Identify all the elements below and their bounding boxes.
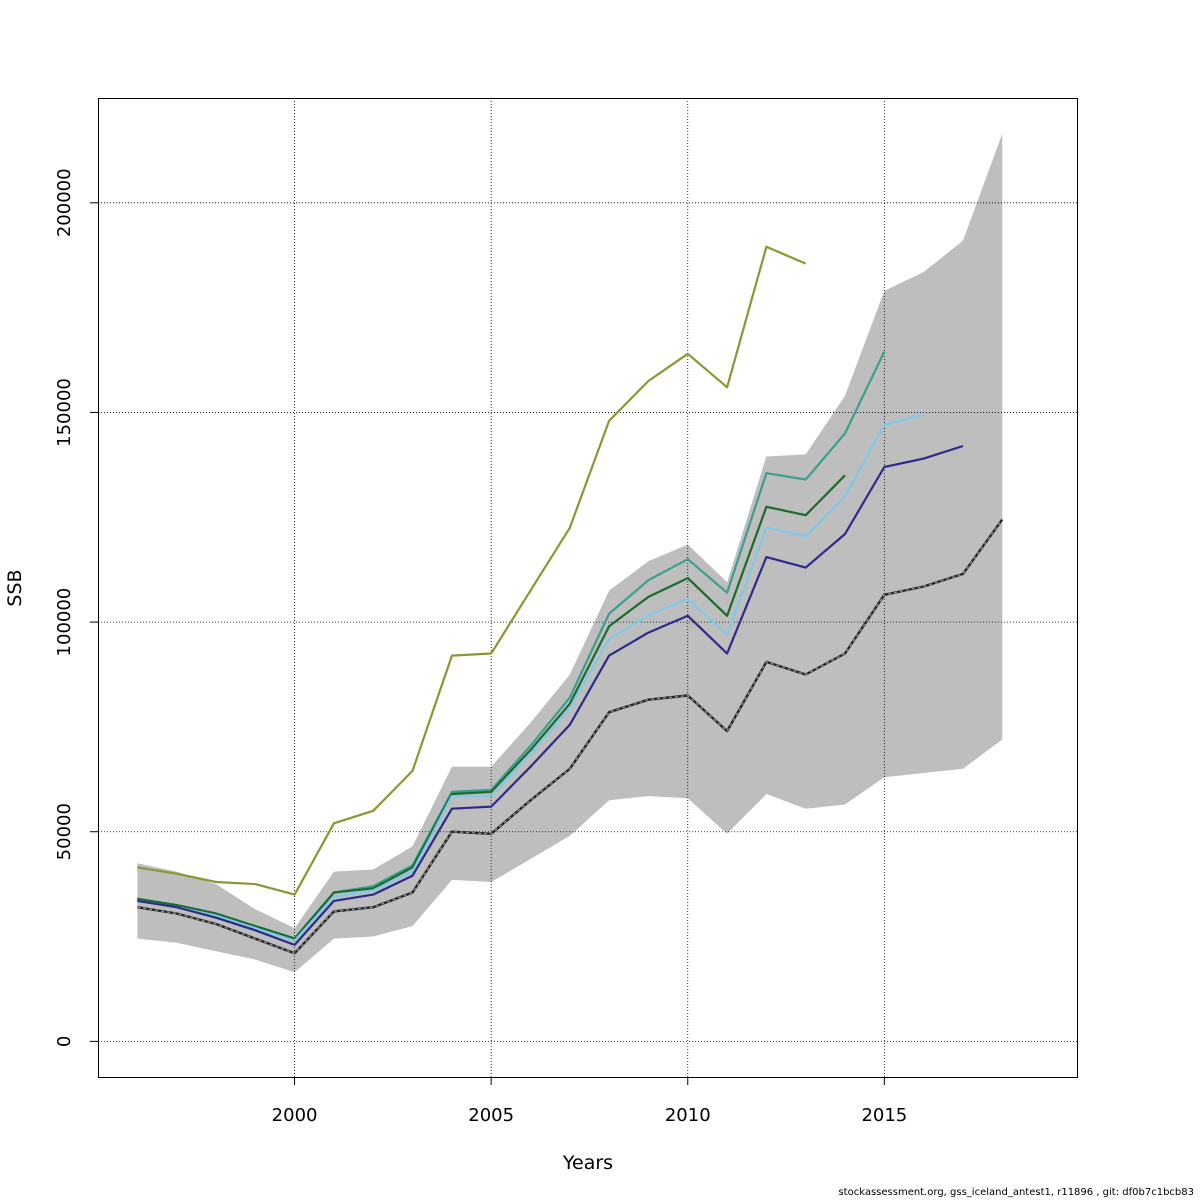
grid-layer <box>98 98 1077 1077</box>
series-line-black-dash <box>137 519 1003 955</box>
axis-layer: 2000 2005 2010 2015 0 50000 100000 150000 200000 <box>54 168 907 1126</box>
x-tick-label: 2010 <box>665 1105 711 1126</box>
confidence-band-layer <box>137 133 1003 973</box>
confidence-band <box>137 133 1003 973</box>
y-tick-label: 200000 <box>54 168 75 237</box>
y-tick-label: 0 <box>54 1036 75 1047</box>
plot-frame <box>98 98 1078 1078</box>
y-tick-label: 100000 <box>54 588 75 657</box>
series-layer <box>137 245 1004 955</box>
series-line-navy <box>137 444 964 947</box>
x-tick-label: 2015 <box>861 1105 907 1126</box>
x-tick-label: 2000 <box>272 1105 318 1126</box>
x-tick-label: 2005 <box>468 1105 514 1126</box>
series-line-lightblue <box>137 413 924 942</box>
x-axis-title: Years <box>562 1152 613 1174</box>
y-tick-label: 50000 <box>54 803 75 860</box>
series-line-green <box>137 474 846 940</box>
y-tick-label: 150000 <box>54 378 75 447</box>
y-axis-title: SSB <box>4 569 26 606</box>
footer-caption: stockassessment.org, gss_iceland_antest1… <box>838 1187 1194 1198</box>
series-line-olive <box>137 245 807 896</box>
